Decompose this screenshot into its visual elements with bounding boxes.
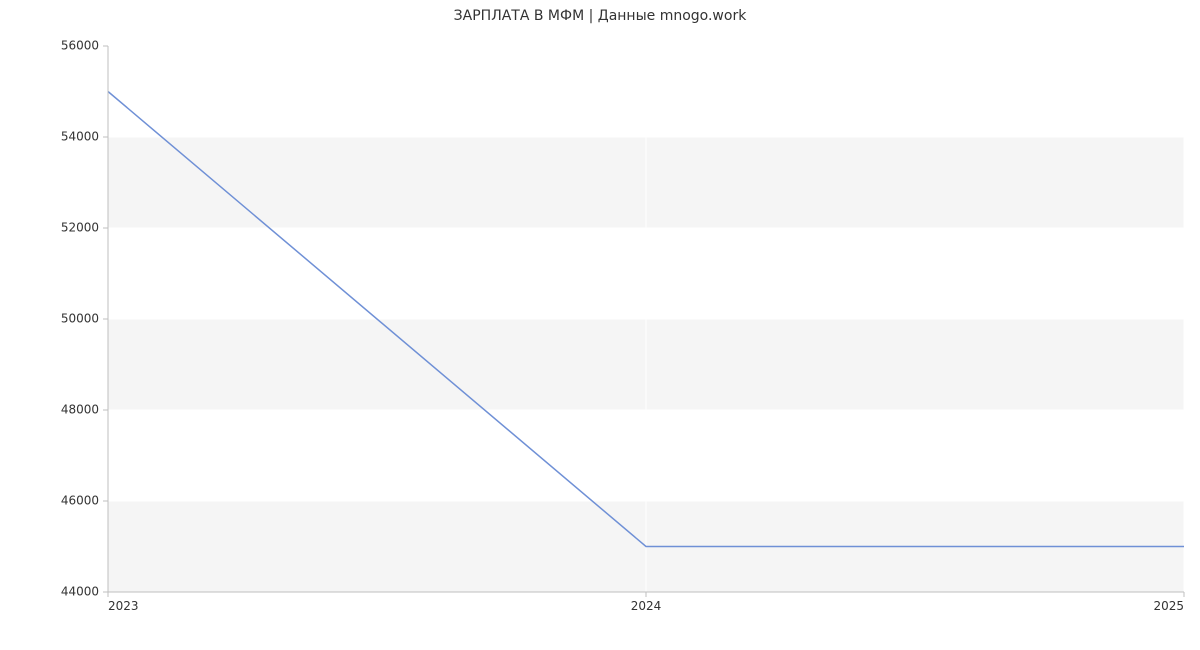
y-tick-label: 52000 <box>61 221 99 235</box>
line-chart-svg: 44000 46000 48000 50000 52000 54000 56000 2023 2… <box>0 32 1200 650</box>
y-tick-label: 50000 <box>61 312 99 326</box>
x-tick-label: 2023 <box>108 599 139 613</box>
y-tick-label: 48000 <box>61 403 99 417</box>
chart-area: 44000 46000 48000 50000 52000 54000 56000 2023 2… <box>0 32 1200 642</box>
chart-title: ЗАРПЛАТА В МФМ | Данные mnogo.work <box>0 0 1200 32</box>
y-tick-label: 54000 <box>61 130 99 144</box>
y-tick-label: 46000 <box>61 494 99 508</box>
y-tick-label: 44000 <box>61 585 99 599</box>
y-tick-label: 56000 <box>61 39 99 53</box>
x-tick-label: 2025 <box>1153 599 1184 613</box>
x-tick-label: 2024 <box>631 599 662 613</box>
